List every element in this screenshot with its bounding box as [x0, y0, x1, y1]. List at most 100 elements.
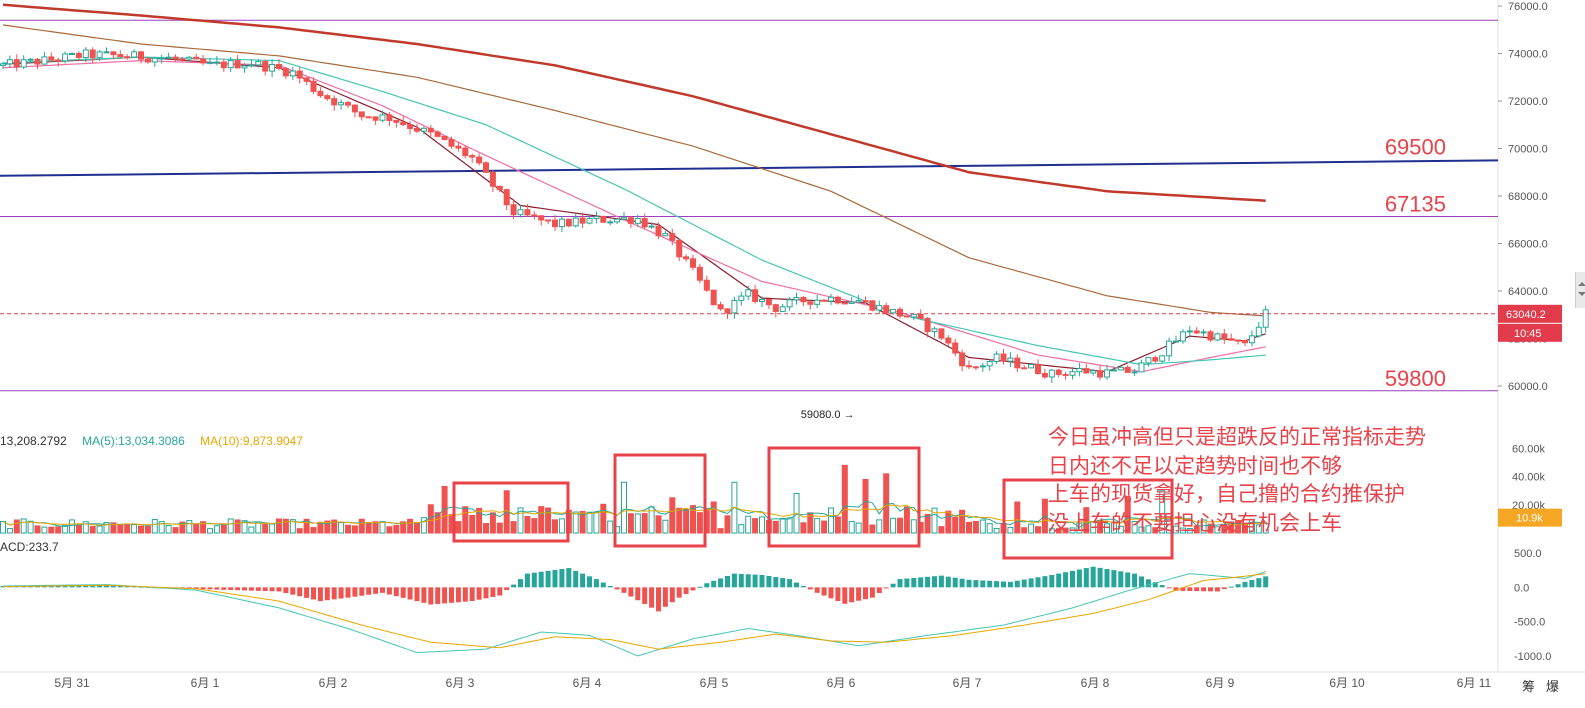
macd-histogram-bar [807, 587, 813, 590]
macd-histogram-bar [587, 576, 592, 588]
volume-bar [469, 514, 476, 534]
macd-histogram-bar [863, 587, 868, 600]
candle-body [372, 116, 379, 121]
volume-bar [1131, 521, 1138, 534]
macd-histogram-bar [200, 587, 206, 590]
candle-body [351, 104, 358, 113]
volume-bar [834, 516, 841, 534]
candle-body [414, 127, 420, 132]
candle-body [6, 59, 13, 65]
macd-histogram-bar [255, 587, 261, 591]
candle-body [897, 308, 903, 317]
macd-histogram-bar [490, 587, 496, 597]
candle-body [1255, 326, 1262, 337]
macd-histogram-bar [214, 587, 220, 590]
candle-body [1124, 366, 1131, 373]
candle-body [262, 61, 269, 72]
annotation-box [613, 453, 707, 548]
macd-histogram-bar [511, 584, 517, 588]
candle-body [607, 221, 614, 224]
macd-histogram-bar [269, 587, 275, 592]
volume-bar [0, 520, 6, 534]
candle-body [489, 171, 496, 187]
macd-histogram-bar [1097, 567, 1103, 588]
volume-bar [945, 510, 952, 534]
candle-body [34, 58, 41, 65]
candle-body [55, 59, 62, 62]
candle-body [759, 298, 765, 302]
volume-bar [331, 519, 338, 534]
candle-body [1117, 366, 1124, 371]
volume-bar [648, 506, 655, 534]
candle-body [724, 308, 731, 314]
macd-histogram-bar [690, 587, 696, 591]
volume-bar [966, 521, 972, 534]
macd-histogram-bar [193, 587, 199, 589]
candle-body [538, 215, 545, 221]
volume-bar [558, 518, 565, 534]
candle-body [462, 147, 469, 157]
macd-histogram-bar [593, 579, 599, 588]
time-axis-label: 6月 2 [319, 676, 348, 690]
candle-body [690, 258, 696, 268]
candle-body [1097, 370, 1104, 378]
candle-body [448, 138, 455, 147]
candle-body [565, 218, 572, 227]
volume-bar [717, 528, 724, 534]
time-axis-label: 6月 9 [1206, 676, 1235, 690]
volume-bar [1055, 528, 1062, 534]
candle-body [938, 328, 945, 339]
macd-histogram-bar [442, 587, 448, 604]
candle-body [1021, 367, 1028, 370]
volume-bar [75, 524, 82, 534]
time-axis-label: 5月 31 [54, 676, 90, 690]
macd-histogram-bar [1049, 574, 1055, 588]
candle-body [1110, 369, 1117, 372]
macd-histogram-bar [945, 576, 951, 588]
macd-histogram-bar [1152, 582, 1158, 588]
volume-bar [524, 516, 531, 534]
volume-bar [441, 486, 448, 534]
volume-bar [593, 511, 600, 534]
candle-body [772, 304, 779, 312]
macd-histogram-bar [773, 577, 779, 588]
candle-body [1200, 331, 1207, 334]
candle-body [579, 217, 586, 224]
macd-histogram-bar [966, 579, 972, 588]
annotation-text: 今日虽冲高但只是超跌反的正常指标走势 日内还不足以定趋势时间也不够 上车的现货拿… [1048, 423, 1518, 537]
candle-body [917, 313, 924, 319]
volume-bar [20, 518, 27, 534]
current-price-badge [1498, 304, 1562, 323]
volume-bar [759, 516, 765, 534]
volume-bar [110, 522, 117, 534]
candle-body [1242, 339, 1248, 344]
volume-bar [683, 508, 690, 534]
liquidation-button[interactable]: 爆 [1546, 680, 1560, 695]
macd-histogram-bar [462, 587, 468, 602]
macd-histogram-bar [1139, 576, 1144, 588]
candle-body [345, 102, 351, 106]
candle-body [282, 67, 289, 77]
scale-handle-icon[interactable] [1575, 272, 1585, 308]
volume-bar [455, 521, 462, 534]
macd-histogram-bar [311, 587, 316, 600]
macd-histogram-bar [1242, 581, 1248, 588]
candle-body [834, 296, 841, 304]
macd-histogram-bar [1228, 586, 1234, 588]
volume-bar [669, 497, 676, 534]
volume-bar [255, 521, 262, 534]
time-axis-label: 6月 3 [446, 676, 475, 690]
time-axis-label: 6月 4 [573, 676, 602, 690]
chip-button[interactable]: 筹 [1522, 680, 1536, 695]
macd-histogram-bar [283, 587, 289, 594]
macd-histogram-bar [662, 587, 668, 607]
macd-histogram-bar [1083, 568, 1089, 588]
candle-body [655, 225, 662, 237]
volume-bar [103, 522, 110, 534]
macd-histogram-bar [331, 587, 337, 600]
annotation-line: 日内还不足以定趋势时间也不够 [1048, 453, 1342, 478]
candle-body [124, 56, 131, 59]
macd-histogram-bar [1001, 581, 1006, 588]
macd-histogram-bar [1256, 578, 1262, 588]
